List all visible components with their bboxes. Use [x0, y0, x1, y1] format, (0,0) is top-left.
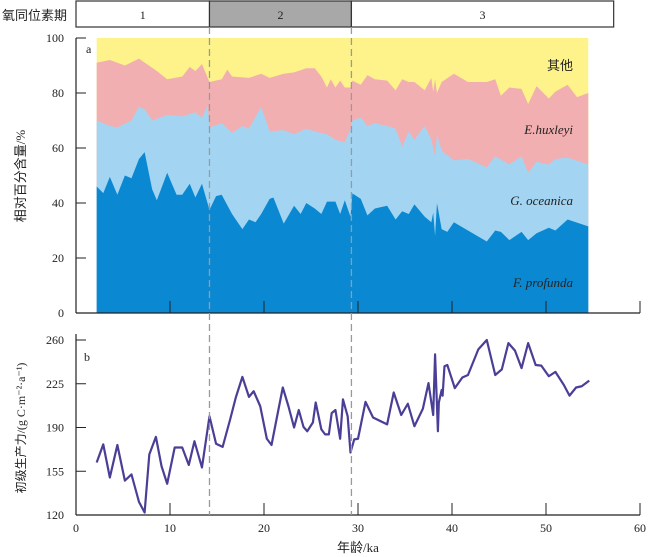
stage-label-3: 3 [480, 8, 486, 22]
oxygen-isotope-stage-bar: 氧同位素期 1 2 3 [2, 0, 615, 28]
stage-bar-label: 氧同位素期 [2, 8, 67, 23]
area-fprofunda [96, 152, 589, 313]
x-tick-label: 10 [164, 521, 176, 535]
legend-fprofunda: F. profunda [512, 275, 573, 290]
panel-a-y-tick-label: 0 [58, 306, 64, 320]
stage-box-2 [208, 0, 353, 28]
legend-others: 其他 [547, 58, 573, 73]
panel-b-y-axis-title: 初级生产力/(g C·m⁻²·a⁻¹) [14, 363, 28, 494]
panel-a-y-axis-title: 相对百分含量/% [13, 130, 28, 223]
stage-label-1: 1 [140, 8, 146, 22]
panel-b-label: b [84, 350, 90, 364]
panel-a-y-tick-label: 60 [52, 141, 64, 155]
panel-b-y-tick-label: 120 [46, 508, 64, 522]
panel-a-y-tick-label: 80 [52, 86, 64, 100]
panel-b-y-tick-label: 260 [46, 333, 64, 347]
x-tick-label: 40 [446, 521, 458, 535]
stage-box-3 [350, 0, 615, 28]
panel-b-y-tick-label: 225 [46, 377, 64, 391]
panel-b-productivity-line: 120 155 190 225 260 0 10 20 30 40 50 60 [46, 333, 646, 535]
x-tick-label: 30 [352, 521, 364, 535]
x-tick-label: 0 [73, 521, 79, 535]
stage-boundary-lines [208, 27, 353, 515]
stage-label-2: 2 [277, 8, 283, 22]
legend-goceanica: G. oceanica [510, 193, 573, 208]
panel-a-label: a [86, 42, 92, 56]
legend-ehuxleyi: E.huxleyi [523, 122, 573, 137]
panel-a-y-tick-label: 100 [46, 31, 64, 45]
panel-b-y-tick-label: 190 [46, 421, 64, 435]
x-tick-label: 20 [258, 521, 270, 535]
panel-a-y-tick-label: 20 [52, 251, 64, 265]
productivity-line [95, 338, 590, 514]
x-tick-label: 50 [540, 521, 552, 535]
panel-a-y-tick-label: 40 [52, 196, 64, 210]
stage-box-1 [75, 0, 211, 28]
panel-a-stacked-area: 0 20 40 60 80 100 [46, 31, 641, 320]
x-axis-title: 年龄/ka [337, 540, 379, 555]
panel-b-y-tick-label: 155 [46, 464, 64, 478]
x-tick-label: 60 [634, 521, 646, 535]
